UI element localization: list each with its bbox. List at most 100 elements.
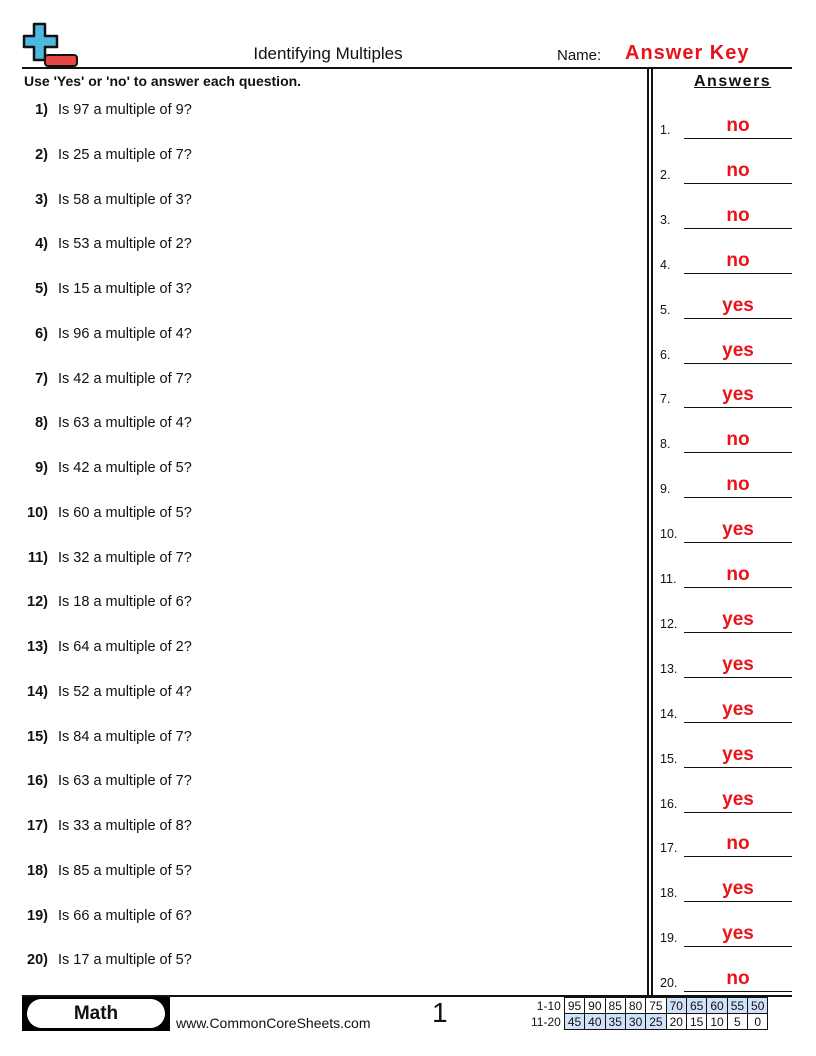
question-item: 10) Is 60 a multiple of 5? [0, 505, 192, 521]
subject-label: Math [27, 999, 165, 1028]
question-text: Is 17 a multiple of 5? [58, 952, 192, 969]
question-number: 6) [35, 325, 48, 342]
answer-number: 15. [660, 751, 678, 766]
question-text: Is 32 a multiple of 7? [58, 549, 192, 566]
worksheet-title: Identifying Multiples [253, 44, 403, 63]
question-item: 7) Is 42 a multiple of 7? [0, 371, 192, 387]
name-label: Name: [557, 47, 602, 64]
question-number: 12) [27, 594, 48, 611]
score-cell: 65 [685, 997, 708, 1014]
question-item: 14) Is 52 a multiple of 4? [0, 684, 192, 700]
answer-value: no [726, 429, 750, 451]
question-text: Is 15 a multiple of 3? [58, 281, 192, 297]
score-cell: 75 [645, 997, 667, 1014]
answer-number: 9. [660, 482, 671, 497]
answer-number: 17. [660, 841, 678, 856]
question-number: 15) [27, 728, 48, 745]
answer-value: yes [722, 519, 754, 541]
answer-number: 1. [660, 123, 671, 137]
answer-line [684, 497, 792, 499]
score-cell: 30 [624, 1013, 647, 1030]
score-cell: 85 [604, 997, 626, 1014]
answer-value: no [726, 474, 750, 496]
question-number: 7) [35, 370, 48, 387]
score-cell: 35 [604, 1013, 626, 1030]
answer-number: 10. [660, 527, 678, 542]
question-number: 9) [35, 460, 48, 476]
answer-value: yes [722, 339, 754, 361]
question-item: 8) Is 63 a multiple of 4? [0, 415, 192, 431]
answer-line [684, 227, 792, 229]
answer-value: no [726, 968, 750, 990]
answer-line [684, 272, 792, 274]
plus-minus-logo-icon [22, 22, 78, 67]
score-cell: 60 [706, 997, 728, 1014]
question-number: 8) [35, 415, 48, 432]
question-text: Is 60 a multiple of 5? [58, 504, 192, 521]
score-cell: 95 [563, 997, 586, 1014]
answer-line [684, 182, 792, 184]
question-item: 20) Is 17 a multiple of 5? [0, 952, 192, 968]
answer-line [684, 811, 792, 813]
answer-number: 3. [660, 212, 671, 227]
answer-line [684, 766, 792, 768]
answer-line [684, 542, 792, 544]
answer-line [684, 901, 792, 903]
answer-line [684, 721, 792, 723]
question-item: 16) Is 63 a multiple of 7? [0, 773, 192, 789]
answer-value: no [726, 249, 750, 271]
score-cell: 40 [584, 1013, 606, 1030]
answer-number: 2. [660, 167, 671, 182]
column-divider [647, 68, 649, 996]
question-number: 20) [27, 952, 48, 969]
answer-line [684, 991, 792, 993]
instructions: Use 'Yes' or 'no' to answer each questio… [24, 73, 302, 89]
score-cell: 5 [726, 1013, 749, 1030]
question-text: Is 96 a multiple of 4? [58, 325, 192, 342]
column-divider [651, 68, 653, 996]
question-text: Is 63 a multiple of 7? [58, 773, 192, 790]
answer-value: yes [722, 653, 754, 675]
answer-value: yes [722, 878, 754, 900]
question-number: 16) [27, 773, 48, 790]
question-text: Is 58 a multiple of 3? [58, 191, 192, 208]
question-item: 1) Is 97 a multiple of 9? [0, 102, 192, 118]
question-item: 18) Is 85 a multiple of 5? [0, 863, 192, 879]
answer-number: 18. [660, 886, 678, 901]
question-item: 15) Is 84 a multiple of 7? [0, 729, 192, 745]
score-cell: 25 [645, 1013, 667, 1030]
question-number: 3) [35, 191, 48, 208]
answer-number: 7. [660, 392, 671, 407]
score-row-label: 11-20 [531, 1014, 561, 1029]
score-cell: 45 [563, 1013, 586, 1030]
score-cell: 0 [747, 1013, 769, 1030]
answer-line [684, 587, 792, 588]
answer-value: no [726, 833, 750, 855]
answer-line [684, 452, 792, 454]
question-text: Is 84 a multiple of 7? [58, 728, 192, 745]
question-item: 9) Is 42 a multiple of 5? [0, 460, 192, 476]
answer-number: 5. [660, 302, 671, 317]
question-item: 5) Is 15 a multiple of 3? [0, 281, 192, 297]
answer-number: 4. [660, 257, 671, 272]
answer-value: yes [722, 608, 754, 630]
answers-heading: Answers [694, 73, 772, 90]
question-text: Is 53 a multiple of 2? [58, 236, 192, 253]
page-number: 1 [432, 997, 448, 1028]
question-text: Is 52 a multiple of 4? [58, 683, 192, 700]
question-item: 19) Is 66 a multiple of 6? [0, 908, 192, 924]
question-text: Is 64 a multiple of 2? [58, 639, 192, 655]
question-text: Is 66 a multiple of 6? [58, 907, 192, 924]
answer-value: no [726, 115, 750, 136]
answer-line [684, 138, 792, 139]
question-text: Is 42 a multiple of 7? [58, 370, 192, 387]
score-table: 1-10 95 90 85 80 75 70 65 60 55 50 11-20 45 40 35 30 25 2… [528, 997, 769, 1030]
score-row: 11-20 45 40 35 30 25 20 15 10 5 0 [528, 1013, 769, 1030]
score-cell: 10 [706, 1013, 728, 1030]
answer-number: 8. [660, 437, 671, 452]
question-text: Is 85 a multiple of 5? [58, 862, 192, 879]
website-link[interactable]: www.CommonCoreSheets.com [176, 1015, 371, 1031]
answer-line [684, 317, 792, 319]
answer-value: no [726, 564, 750, 585]
score-cell: 80 [624, 997, 647, 1014]
